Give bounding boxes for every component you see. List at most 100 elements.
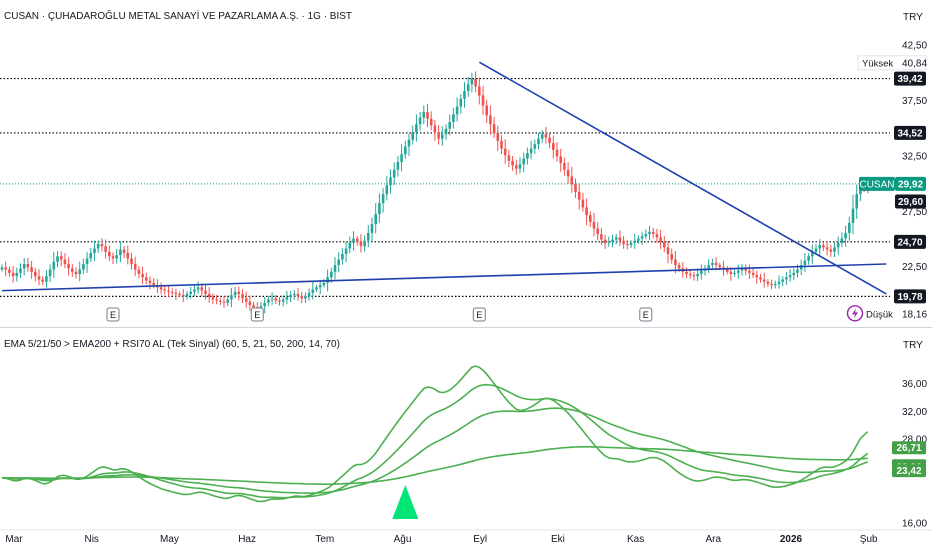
candle xyxy=(248,295,252,311)
candle xyxy=(378,193,381,223)
ema-line xyxy=(2,407,869,495)
candle xyxy=(122,246,126,259)
candle xyxy=(374,203,377,234)
candle xyxy=(633,233,636,249)
candle xyxy=(452,107,455,129)
candle xyxy=(574,178,577,198)
price-currency-label[interactable]: TRY xyxy=(903,12,923,23)
candle xyxy=(478,77,481,105)
candle xyxy=(133,256,137,276)
candle xyxy=(222,295,226,308)
ema-value-badge xyxy=(892,464,926,478)
lightning-icon[interactable] xyxy=(846,305,864,322)
candle xyxy=(74,267,78,279)
candle xyxy=(289,290,292,303)
candle xyxy=(311,282,315,300)
candle xyxy=(759,274,762,283)
candle xyxy=(411,125,414,145)
candle xyxy=(792,268,796,281)
candle xyxy=(226,297,229,307)
candle xyxy=(148,276,152,290)
candle xyxy=(185,290,189,300)
candle xyxy=(159,282,163,295)
candlestick-series xyxy=(0,71,870,315)
secondary-price-badge xyxy=(895,194,926,209)
candle xyxy=(637,235,640,244)
candle xyxy=(829,244,833,257)
candle xyxy=(237,286,241,301)
earnings-marker[interactable]: E xyxy=(639,307,653,322)
candle xyxy=(666,240,670,264)
candle xyxy=(733,269,736,277)
candle xyxy=(529,140,533,160)
trendline[interactable] xyxy=(1,263,887,292)
candle xyxy=(230,287,233,308)
candle xyxy=(207,287,211,303)
indicator-currency-label[interactable]: TRY xyxy=(903,340,923,351)
level-price-text: 39,42 xyxy=(897,74,922,85)
svg-text:E: E xyxy=(476,310,482,320)
candle xyxy=(0,264,4,272)
candle xyxy=(814,244,818,255)
candle xyxy=(300,291,303,304)
candle xyxy=(263,296,266,314)
candle xyxy=(581,192,585,212)
candle xyxy=(459,94,463,114)
candle xyxy=(737,264,740,279)
indicator-title: EMA 5/21/50 > EMA200 + RSI70 AL (Tek Sin… xyxy=(4,339,340,350)
candle xyxy=(115,249,118,264)
candle xyxy=(56,250,59,268)
candle xyxy=(655,228,659,243)
indicator-tick-label: 32,00 xyxy=(902,407,927,418)
ema-value-text: 23,42 xyxy=(896,466,921,477)
candle xyxy=(348,236,352,254)
time-tick-label: Nis xyxy=(84,534,98,545)
candle xyxy=(781,276,784,287)
candle xyxy=(489,105,492,135)
level-price-text: 19,78 xyxy=(897,292,922,303)
candle xyxy=(178,291,181,298)
price-tick-label: 27,50 xyxy=(902,207,927,218)
candle xyxy=(45,270,48,288)
last-price-badge xyxy=(895,176,926,191)
candle xyxy=(548,133,551,149)
ema-value-text: 26,71 xyxy=(896,443,921,454)
time-tick-label: Şub xyxy=(860,534,878,545)
trendlines[interactable] xyxy=(1,61,887,295)
candle xyxy=(570,166,574,193)
candle xyxy=(281,295,285,307)
candle xyxy=(818,239,821,256)
earnings-marker[interactable]: E xyxy=(106,307,120,322)
candle xyxy=(318,279,322,295)
candle xyxy=(714,257,718,271)
candle xyxy=(296,287,300,301)
candle xyxy=(481,85,485,115)
earnings-marker[interactable]: E xyxy=(472,307,486,322)
level-price-badge xyxy=(894,289,926,304)
candle xyxy=(359,234,363,253)
trendline[interactable] xyxy=(478,61,887,295)
candle xyxy=(507,149,511,167)
candle xyxy=(22,257,26,276)
candle xyxy=(711,258,714,270)
ema-line xyxy=(2,446,868,485)
horizontal-levels xyxy=(0,77,890,297)
candle xyxy=(518,157,522,174)
candle xyxy=(748,264,751,279)
candle xyxy=(659,229,662,250)
earnings-marker[interactable]: E xyxy=(250,307,264,322)
candle xyxy=(48,264,52,283)
candle xyxy=(700,264,703,280)
candle xyxy=(304,292,307,303)
candle xyxy=(85,252,89,273)
candle xyxy=(592,212,596,237)
candle xyxy=(41,276,44,286)
candle xyxy=(500,135,503,154)
candle xyxy=(244,291,248,308)
candle xyxy=(751,268,755,278)
time-tick-label: Haz xyxy=(238,534,256,545)
candle xyxy=(833,242,836,257)
candle xyxy=(537,132,540,150)
